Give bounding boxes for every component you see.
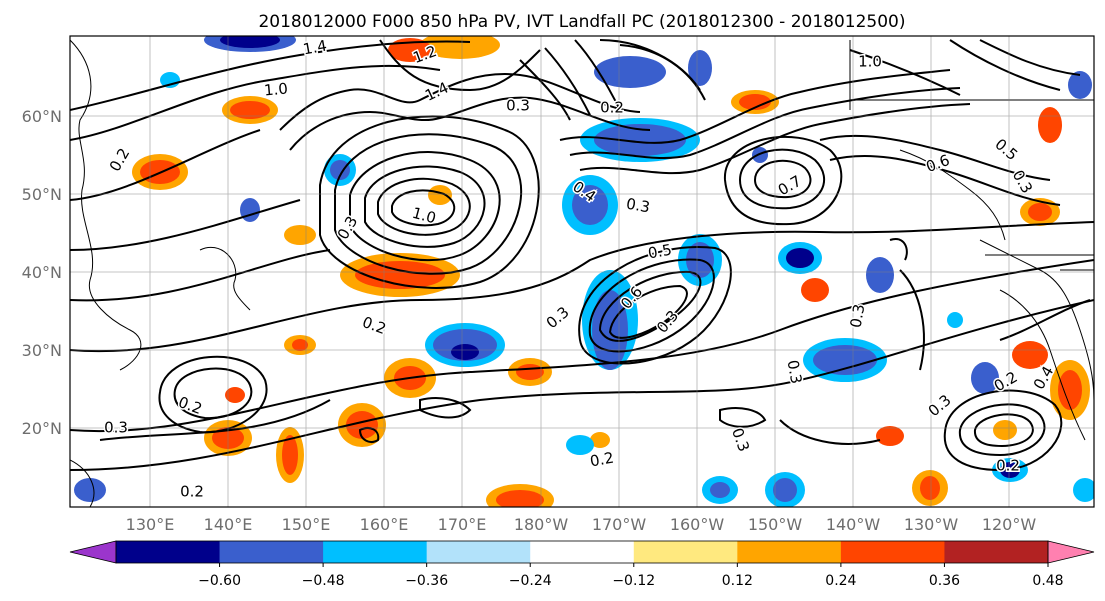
colorbar-ticks: −0.60 −0.48 −0.36 −0.24 −0.12 0.12 0.24 0.36 0.4… bbox=[198, 563, 1064, 589]
lon-label: 180°W bbox=[514, 515, 569, 534]
colorbar-tick-label: −0.48 bbox=[302, 573, 345, 589]
map-frame bbox=[69, 35, 1095, 508]
map-panel: 1.4 1.21.0 1.40.3 0.21.00.30.4 0.30.70.50.60… bbox=[69, 35, 1095, 508]
contour-label: 1.0 bbox=[858, 53, 882, 71]
colorbar-tick-label: 0.12 bbox=[722, 573, 753, 589]
colorbar: −0.60 −0.48 −0.36 −0.24 −0.12 0.12 0.24 0.36 0.4… bbox=[69, 540, 1095, 589]
lon-label: 140°E bbox=[204, 515, 253, 534]
lon-label: 160°W bbox=[670, 515, 725, 534]
gridlines bbox=[70, 36, 1094, 507]
lon-label: 130°W bbox=[904, 515, 959, 534]
lon-label: 160°E bbox=[360, 515, 409, 534]
colorbar-tick-label: 0.24 bbox=[825, 573, 856, 589]
contour-label: 0.2 bbox=[996, 457, 1020, 475]
contour-label: 0.5 bbox=[647, 241, 674, 263]
lon-label: 170°E bbox=[438, 515, 487, 534]
lon-label: 150°E bbox=[282, 515, 331, 534]
lon-label: 130°E bbox=[126, 515, 175, 534]
contour-label: 0.2 bbox=[180, 483, 204, 501]
colorbar-segment bbox=[633, 541, 738, 563]
lat-label: 30°N bbox=[22, 341, 62, 360]
colorbar-segment bbox=[116, 541, 221, 563]
contour-label: 0.3 bbox=[847, 303, 869, 330]
colorbar-tick-label: −0.36 bbox=[405, 573, 448, 589]
contour-label: 1.0 bbox=[263, 79, 288, 99]
colorbar-extend-high bbox=[1047, 540, 1095, 564]
map-title: 2018012000 F000 850 hPa PV, IVT Landfall… bbox=[258, 12, 905, 32]
colorbar-segment bbox=[530, 541, 635, 563]
lon-label: 150°W bbox=[748, 515, 803, 534]
colorbar-tick-label: −0.60 bbox=[198, 573, 241, 589]
colorbar-segment bbox=[840, 541, 945, 563]
colorbar-segment bbox=[944, 541, 1049, 563]
colorbar-tick-label: −0.12 bbox=[612, 573, 655, 589]
colorbar-tick-label: −0.24 bbox=[509, 573, 552, 589]
contour-label: 1.4 bbox=[302, 37, 329, 59]
colorbar-segment bbox=[323, 541, 428, 563]
contour-label: 0.2 bbox=[600, 99, 624, 117]
colorbar-tick-label: 0.36 bbox=[929, 573, 960, 589]
colorbar-segment bbox=[219, 541, 324, 563]
lon-label: 120°W bbox=[982, 515, 1037, 534]
colorbar-segment bbox=[737, 541, 842, 563]
lat-label: 40°N bbox=[22, 263, 62, 282]
lon-label: 140°W bbox=[826, 515, 881, 534]
contour-label: 0.3 bbox=[506, 97, 530, 115]
lat-label: 60°N bbox=[22, 107, 62, 126]
colorbar-segments bbox=[69, 540, 1095, 564]
colorbar-segment bbox=[426, 541, 531, 563]
lon-label: 170°W bbox=[592, 515, 647, 534]
lat-label: 50°N bbox=[22, 185, 62, 204]
lat-axis: 60°N 50°N 40°N 30°N 20°N bbox=[22, 107, 62, 438]
pv-contours bbox=[70, 39, 1094, 472]
colorbar-frame bbox=[115, 540, 1049, 564]
colorbar-tick-label: 0.48 bbox=[1032, 573, 1063, 589]
contour-label: 0.3 bbox=[104, 419, 128, 437]
lon-axis: 130°E 140°E 150°E 160°E 170°E 180°W 170°… bbox=[126, 515, 1037, 534]
contour-label: 0.3 bbox=[784, 359, 806, 386]
colorbar-extend-low bbox=[69, 540, 117, 564]
lat-label: 20°N bbox=[22, 419, 62, 438]
